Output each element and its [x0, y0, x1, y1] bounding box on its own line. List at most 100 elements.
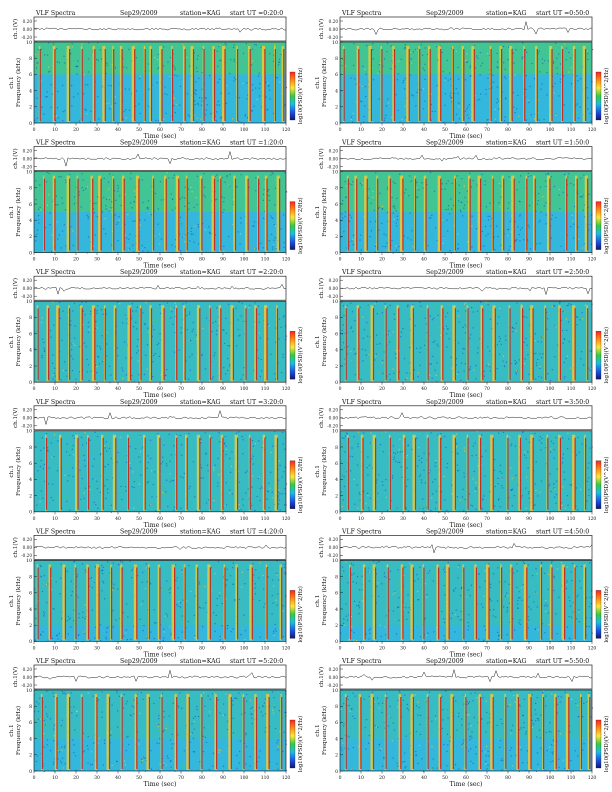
- channel-axis-label: ch.1(V): [12, 148, 19, 168]
- spectrogram-burst: [345, 308, 347, 381]
- spectrogram-noise-pixel: [506, 105, 508, 107]
- spectrogram-noise-pixel: [392, 181, 394, 183]
- spectrogram-noise-pixel: [351, 456, 354, 458]
- spectrogram-noise-pixel: [451, 47, 453, 49]
- spectrogram-noise-pixel: [82, 444, 84, 446]
- spectrogram-burst: [536, 49, 538, 121]
- spectrogram-noise-pixel: [170, 56, 172, 59]
- spectrogram-noise-pixel: [42, 468, 44, 470]
- spectrogram-noise-pixel: [149, 583, 152, 585]
- spectrogram-noise-pixel: [160, 501, 162, 503]
- spectrogram-noise-pixel: [464, 79, 467, 81]
- spectrogram-burst-halo: [384, 305, 387, 382]
- spectrogram-noise-pixel: [589, 447, 591, 449]
- spectrogram-noise-pixel: [537, 341, 539, 343]
- spectrogram-noise-pixel: [149, 504, 151, 506]
- spectrogram-noise-pixel: [267, 338, 269, 340]
- spectrogram-noise-pixel: [564, 43, 566, 45]
- spectrogram-noise-pixel: [162, 456, 164, 458]
- spectrogram-noise-pixel: [109, 209, 111, 211]
- spectrogram-noise-pixel: [510, 231, 512, 233]
- spectrogram-noise-pixel: [558, 53, 560, 55]
- spectrogram-noise-pixel: [530, 175, 532, 177]
- spectrogram-noise-pixel: [65, 369, 67, 371]
- spectrogram-noise-pixel: [451, 182, 453, 185]
- spectrogram-noise-pixel: [454, 587, 457, 589]
- spectrogram-noise-pixel: [84, 435, 86, 437]
- spectrogram-noise-pixel: [158, 355, 160, 357]
- spectrogram-noise-pixel: [551, 214, 553, 216]
- spectrogram-noise-pixel: [48, 483, 50, 485]
- spectrogram-noise-pixel: [87, 215, 89, 218]
- spectrogram-noise-pixel: [283, 563, 285, 565]
- spectrogram-noise-pixel: [191, 191, 193, 193]
- spectrogram-noise-pixel: [467, 589, 469, 591]
- spectrogram-noise-pixel: [435, 227, 437, 229]
- spectrogram-noise-pixel: [71, 370, 74, 372]
- spectrogram-noise-pixel: [460, 65, 462, 67]
- spectrogram-noise-pixel: [404, 88, 406, 90]
- spectrogram-noise-pixel: [107, 488, 109, 490]
- spectrogram-noise-pixel: [205, 453, 207, 455]
- time-tick-label: 30: [400, 386, 406, 392]
- spectrogram-noise-pixel: [166, 302, 168, 304]
- spectrogram-noise-pixel: [551, 305, 553, 307]
- spectrogram-burst: [81, 308, 83, 381]
- spectrogram-noise-pixel: [279, 58, 281, 61]
- spectrogram-noise-pixel: [272, 217, 274, 219]
- spectrogram-noise-pixel: [369, 221, 371, 223]
- spectrogram-noise-pixel: [468, 625, 470, 627]
- spectrogram-noise-pixel: [182, 44, 184, 46]
- spectrogram-noise-pixel: [190, 590, 192, 592]
- spectrogram-noise-pixel: [264, 224, 266, 226]
- spectrogram-noise-pixel: [383, 58, 386, 60]
- spectrogram-noise-pixel: [498, 100, 500, 102]
- spectrogram-noise-pixel: [219, 592, 221, 594]
- spectrogram-burst: [522, 308, 524, 381]
- spectrogram-noise-pixel: [564, 310, 566, 312]
- spectrogram-noise-pixel: [461, 496, 464, 498]
- spectrogram-noise-pixel: [570, 616, 573, 618]
- spectrogram-noise-pixel: [122, 118, 124, 120]
- spectrogram-noise-pixel: [85, 173, 88, 175]
- spectrogram-burst: [532, 437, 534, 510]
- spectrogram-noise-pixel: [177, 477, 180, 479]
- spectrogram-burst-halo: [45, 434, 47, 511]
- spectrogram-burst: [463, 49, 465, 121]
- spectrogram-noise-pixel: [187, 619, 189, 621]
- spectrogram-noise-pixel: [383, 233, 385, 235]
- frequency-tick-label: 10: [332, 429, 338, 435]
- spectrogram-noise-pixel: [504, 581, 506, 583]
- spectrogram-noise-pixel: [52, 43, 55, 45]
- spectrogram-noise-pixel: [222, 329, 224, 331]
- spectrogram-noise-pixel: [370, 432, 372, 434]
- spectrogram-noise-pixel: [228, 345, 231, 347]
- spectrogram-noise-pixel: [100, 115, 102, 117]
- spectrogram-noise-pixel: [588, 494, 590, 497]
- spectrogram-noise-pixel: [469, 337, 471, 339]
- spectrogram-noise-pixel: [485, 225, 487, 228]
- spectrogram-noise-pixel: [277, 479, 280, 481]
- spectrogram-noise-pixel: [104, 218, 106, 220]
- spectrogram-noise-pixel: [342, 324, 344, 326]
- spectrogram-noise-pixel: [82, 246, 84, 248]
- time-tick-label: 60: [157, 645, 163, 651]
- spectrogram-noise-pixel: [489, 350, 491, 352]
- spectrogram-noise-pixel: [203, 186, 206, 188]
- spectrogram-noise-pixel: [534, 340, 536, 342]
- spectrogram-noise-pixel: [517, 581, 520, 583]
- trace-frame: [339, 535, 593, 560]
- time-tick-label: 10: [358, 257, 364, 263]
- spectrogram-noise-pixel: [281, 476, 283, 478]
- spectrogram-noise-pixel: [346, 305, 348, 307]
- spectrogram-noise-pixel: [201, 71, 203, 74]
- spectrogram-noise-pixel: [207, 118, 209, 120]
- frequency-axis-label: Frequency (kHz): [15, 58, 22, 107]
- spectrogram-noise-pixel: [465, 59, 467, 61]
- spectrogram-noise-pixel: [84, 632, 86, 634]
- trace-tick-label: 0.00: [329, 416, 339, 421]
- spectrogram-noise-pixel: [144, 219, 146, 221]
- spectrogram-noise-pixel: [537, 99, 539, 101]
- spectrogram-noise-pixel: [156, 82, 158, 84]
